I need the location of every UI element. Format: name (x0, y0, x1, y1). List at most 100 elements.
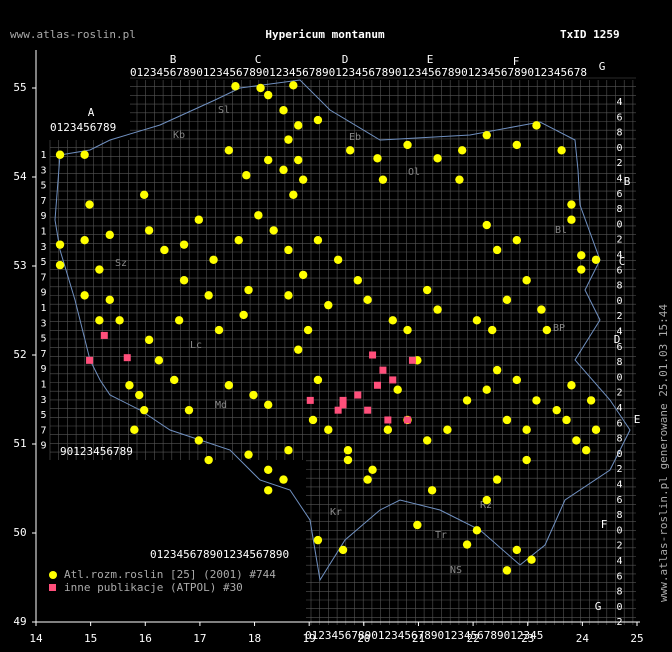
x-tick-label: 25 (630, 632, 643, 645)
x-tick-label: 17 (193, 632, 206, 645)
occurrence-dot (125, 381, 134, 390)
occurrence-dot (577, 251, 586, 260)
region-label: NS (450, 565, 462, 576)
occurrence-dot (294, 155, 303, 165)
occurrence-dot (214, 325, 224, 335)
occurrence-dot (239, 310, 248, 320)
site-label: www.atlas-roslin.pl (10, 28, 136, 41)
region-label: Bl (555, 225, 567, 236)
occurrence-dot (279, 165, 288, 175)
grid-letter: G (599, 60, 606, 73)
occurrence-dot (269, 226, 278, 235)
region-label: Md (215, 400, 227, 411)
occurrence-dot (256, 83, 265, 93)
occurrence-dot (194, 215, 204, 224)
occurrence-dot (170, 375, 179, 385)
y-tick-label: 54 (13, 170, 27, 183)
occurrence-dot (462, 540, 472, 549)
occurrence-dot (139, 405, 149, 415)
occurrence-square (339, 396, 347, 404)
occurrence-dot (567, 381, 576, 390)
occurrence-dot (586, 396, 596, 405)
occurrence-dot (363, 295, 372, 305)
occurrence-dot (591, 425, 601, 434)
occurrence-dot (55, 150, 65, 159)
occurrence-dot (244, 285, 253, 295)
occurrence-dot (422, 436, 432, 445)
occurrence-dot (244, 450, 253, 459)
grid-letter: B (170, 53, 177, 66)
occurrence-dot (284, 245, 293, 255)
y-tick-label: 55 (13, 81, 26, 94)
occurrence-dot (333, 255, 343, 264)
occurrence-dot (591, 255, 601, 264)
occurrence-dot (231, 82, 240, 91)
region-label: BP (553, 323, 565, 334)
occurrence-dot (373, 154, 382, 163)
x-tick-label: 22 (466, 632, 479, 645)
region-label: Sz (115, 258, 127, 269)
y-tick-label: 49 (13, 615, 26, 628)
occurrence-dot (482, 385, 491, 394)
occurrence-dot (512, 140, 521, 150)
grid-digits: 0123456789 (50, 121, 116, 134)
grid-digits: 0123456789012345678901234567890123456789… (130, 66, 587, 79)
legend-label: Atl.rozm.roslin [25] (2001) #744 (64, 568, 276, 581)
atpol-grid (36, 40, 636, 625)
occurrence-dot (482, 495, 491, 505)
x-tick-label: 19 (303, 632, 316, 645)
occurrence-dot (154, 356, 164, 365)
region-label: Tr (435, 530, 447, 541)
occurrence-dot (204, 291, 213, 300)
occurrence-square (384, 416, 392, 424)
occurrence-dot (313, 535, 323, 545)
occurrence-dot (105, 295, 114, 305)
occurrence-dot (264, 90, 273, 100)
occurrence-dot (249, 390, 258, 400)
occurrence-dot (234, 235, 243, 245)
occurrence-dot (184, 405, 194, 415)
occurrence-dot (224, 381, 234, 390)
occurrence-dot (85, 200, 94, 209)
occurrence-dot (338, 545, 348, 555)
x-tick-label: 14 (29, 632, 43, 645)
occurrence-dot (363, 475, 372, 484)
occurrence-dot (512, 545, 521, 555)
occurrence-dot (472, 526, 482, 535)
occurrence-dot (557, 146, 566, 155)
region-label: Kr (330, 507, 342, 518)
occurrence-dot (522, 276, 531, 285)
region-label: Eb (349, 132, 361, 143)
occurrence-dot (313, 235, 323, 245)
occurrence-square (379, 366, 387, 374)
occurrence-dot (403, 140, 412, 150)
y-tick-label: 51 (13, 437, 26, 450)
occurrence-square (86, 356, 94, 364)
occurrence-dot (462, 396, 472, 405)
occurrence-dot (139, 190, 149, 199)
x-tick-label: 20 (357, 632, 370, 645)
grid-digits: 012345678901234567890123456789012345 (305, 629, 543, 642)
occurrence-square (408, 356, 416, 364)
occurrence-dot (457, 146, 467, 155)
grid-digits: 46802468024680246802468024680246802 (614, 97, 625, 633)
legend-marker (49, 571, 57, 579)
occurrence-dot (80, 235, 89, 245)
occurrence-dot (433, 305, 442, 314)
occurrence-dot (144, 335, 154, 345)
occurrence-dot (433, 154, 442, 163)
x-tick-label: 23 (521, 632, 534, 645)
occurrence-dot (482, 130, 491, 140)
occurrence-dot (502, 295, 512, 305)
occurrence-dot (313, 115, 323, 125)
occurrence-dot (242, 171, 251, 180)
occurrence-dot (532, 121, 541, 130)
grid-letter: F (513, 55, 520, 68)
occurrence-dot (279, 106, 288, 115)
region-label: Kb (173, 130, 185, 141)
legend-marker (49, 584, 56, 591)
occurrence-dot (492, 245, 502, 255)
grid-letter: B (624, 175, 631, 188)
region-label: Sl (218, 105, 230, 116)
